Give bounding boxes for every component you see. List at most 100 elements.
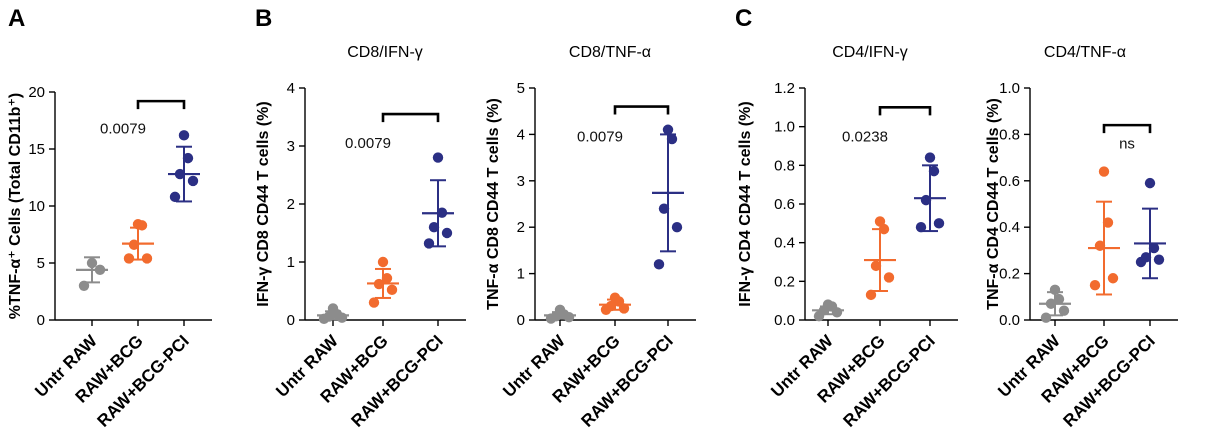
y-tick-label: 0	[37, 312, 45, 329]
series-untr	[317, 303, 349, 325]
data-point	[377, 256, 389, 268]
data-point	[924, 152, 936, 163]
chart-title: CD4/IFN-γ	[832, 44, 908, 61]
data-point	[671, 222, 683, 233]
chart-title: CD8/TNF-α	[569, 44, 651, 61]
data-point	[381, 273, 393, 284]
data-point	[132, 219, 144, 230]
y-axis-label: IFN-γ CD4 CD44 T cells (%)	[737, 101, 754, 306]
data-point	[1049, 284, 1061, 296]
data-point	[658, 203, 670, 214]
y-tick-label: 1.0	[774, 119, 795, 136]
data-point	[662, 124, 674, 135]
y-tick-label: 0	[287, 312, 295, 329]
data-point	[666, 133, 678, 145]
x-tick-label: RAW+BCG-PCI	[578, 331, 677, 430]
data-point	[123, 253, 135, 264]
data-point	[423, 238, 435, 249]
data-point	[928, 165, 940, 177]
data-point	[1040, 312, 1052, 323]
y-tick-label: 20	[28, 84, 45, 101]
data-point	[373, 278, 385, 290]
y-tick-label: 0	[517, 312, 525, 329]
x-tick-label: RAW+BCG-PCI	[840, 331, 939, 430]
significance-bracket	[878, 106, 932, 116]
data-point	[865, 289, 877, 301]
series-bcg	[599, 292, 631, 315]
y-tick-label: 0.6	[774, 196, 795, 213]
series-pci	[168, 130, 200, 203]
data-point	[1053, 293, 1065, 305]
y-tick-label: 1.2	[774, 80, 795, 97]
data-point	[609, 292, 621, 303]
y-tick-label: 0.0	[999, 312, 1020, 329]
data-point	[187, 175, 199, 187]
y-tick-label: 4	[517, 126, 525, 143]
panel-label-B: B	[255, 5, 272, 32]
series-bcg	[864, 216, 896, 301]
data-point	[1089, 280, 1101, 291]
panel-label-C: C	[735, 5, 752, 32]
y-tick-label: 15	[28, 141, 45, 158]
chart-3: CD8/TNF-α 0 1 2 3 4 5 TNF-α CD8 CD44 T cells (%…	[485, 44, 696, 431]
data-point	[141, 253, 153, 264]
series-untr	[76, 256, 108, 291]
data-point	[78, 280, 90, 291]
data-point	[323, 311, 335, 322]
data-point	[920, 194, 932, 206]
data-point	[1094, 240, 1106, 251]
data-point	[428, 222, 440, 233]
y-tick-label: 0.4	[774, 235, 795, 252]
data-point	[605, 300, 617, 312]
data-point	[870, 260, 882, 272]
data-point	[368, 297, 380, 308]
data-point	[883, 272, 895, 283]
data-point	[554, 304, 566, 315]
series-pci	[914, 152, 946, 233]
y-tick-label: 10	[28, 198, 45, 215]
data-point	[653, 259, 665, 270]
data-point	[878, 223, 890, 235]
series-pci	[652, 124, 684, 270]
p-value-label: 0.0079	[100, 120, 146, 137]
y-tick-label: 0.2	[774, 273, 795, 290]
data-point	[1098, 166, 1110, 177]
panel-label-A: A	[8, 5, 25, 32]
y-axis-label: TNF-α CD4 CD44 T cells (%)	[985, 98, 1002, 310]
data-point	[94, 264, 106, 276]
data-point	[441, 227, 453, 239]
y-axis-label: TNF-α CD8 CD44 T cells (%)	[485, 98, 502, 310]
series-pci	[1134, 177, 1166, 280]
y-tick-label: 0.2	[999, 266, 1020, 283]
y-axis-label: %TNF-α⁺ Cells (Total CD11b⁺)	[7, 93, 24, 319]
data-point	[174, 168, 186, 180]
data-point	[874, 216, 886, 227]
y-tick-label: 5	[37, 255, 45, 272]
data-point	[169, 191, 181, 203]
data-point	[1153, 254, 1165, 265]
y-tick-label: 0.0	[774, 312, 795, 329]
data-point	[1140, 252, 1152, 263]
y-tick-label: 2	[287, 196, 295, 213]
y-tick-label: 3	[287, 138, 295, 155]
y-tick-label: 0.4	[999, 219, 1020, 236]
chart-2: B CD8/IFN-γ 0 1 2 3 4 IFN-γ CD8 CD44 T cells (%…	[255, 5, 466, 431]
data-point	[386, 284, 398, 296]
data-point	[822, 299, 834, 310]
data-point	[178, 130, 190, 141]
series-bcg	[1088, 166, 1120, 296]
series-bcg	[367, 256, 399, 308]
data-point	[182, 152, 194, 164]
y-tick-label: 1	[517, 266, 525, 283]
series-bcg	[122, 219, 154, 264]
y-tick-label: 1	[287, 254, 295, 271]
y-axis-label: IFN-γ CD8 CD44 T cells (%)	[255, 101, 272, 306]
significance-bracket	[613, 105, 670, 115]
y-tick-label: 3	[517, 173, 525, 190]
y-tick-label: 0.8	[999, 126, 1020, 143]
significance-bracket	[1102, 123, 1152, 134]
y-tick-label: 0.6	[999, 173, 1020, 190]
